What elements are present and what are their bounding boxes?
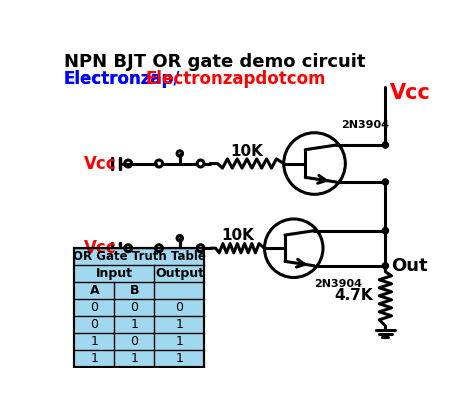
Text: 2N3904: 2N3904 xyxy=(314,279,362,289)
Text: 1: 1 xyxy=(175,335,183,348)
Text: 1: 1 xyxy=(175,318,183,331)
Text: Electronzap: Electronzap xyxy=(64,69,174,88)
Text: Electronzap/: Electronzap/ xyxy=(64,69,180,88)
Text: Output: Output xyxy=(155,267,204,280)
Text: NPN BJT OR gate demo circuit: NPN BJT OR gate demo circuit xyxy=(64,53,365,71)
Text: 0: 0 xyxy=(175,301,183,314)
Text: 0: 0 xyxy=(130,335,138,348)
Text: 2N3904: 2N3904 xyxy=(341,120,390,130)
Text: B: B xyxy=(129,284,139,297)
Text: 1: 1 xyxy=(175,352,183,365)
Text: 1: 1 xyxy=(130,352,138,365)
Circle shape xyxy=(383,263,389,269)
Text: Vcc: Vcc xyxy=(83,239,116,257)
Text: Input: Input xyxy=(96,267,133,280)
Circle shape xyxy=(383,179,389,185)
Text: 10K: 10K xyxy=(221,228,254,243)
Text: 1: 1 xyxy=(91,335,98,348)
Circle shape xyxy=(383,228,389,234)
Text: 4.7K: 4.7K xyxy=(335,288,373,303)
Text: 10K: 10K xyxy=(230,144,264,159)
Text: OR Gate Truth Table: OR Gate Truth Table xyxy=(73,250,206,263)
Text: Electronzapdotcom: Electronzapdotcom xyxy=(146,69,327,88)
Circle shape xyxy=(383,142,389,148)
Text: Vcc: Vcc xyxy=(83,154,116,173)
FancyBboxPatch shape xyxy=(74,248,204,367)
Text: Electronzap/: Electronzap/ xyxy=(64,69,180,88)
Text: 0: 0 xyxy=(91,318,98,331)
Text: 0: 0 xyxy=(130,301,138,314)
Text: A: A xyxy=(90,284,99,297)
Text: 1: 1 xyxy=(91,352,98,365)
Text: 0: 0 xyxy=(91,301,98,314)
Text: Out: Out xyxy=(391,257,428,275)
Text: Vcc: Vcc xyxy=(390,83,431,103)
Text: 1: 1 xyxy=(130,318,138,331)
